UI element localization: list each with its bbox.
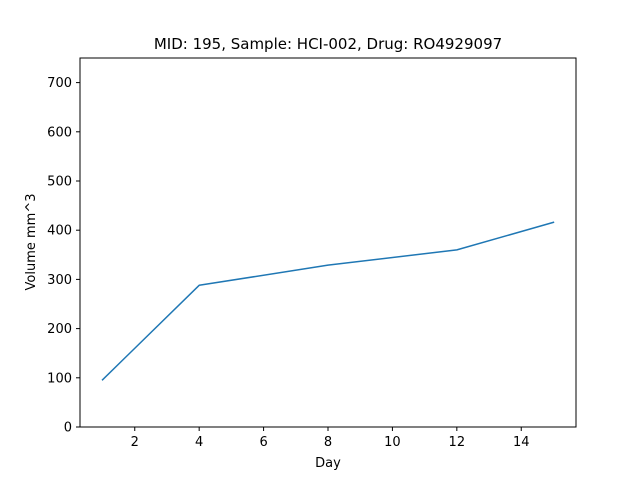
x-tick-label: 12 — [449, 435, 466, 450]
series-layer — [101, 221, 555, 381]
y-tick-label: 400 — [47, 224, 72, 239]
x-tick-label: 2 — [131, 435, 139, 450]
x-tick-label: 14 — [513, 435, 530, 450]
y-tick-label: 100 — [47, 371, 72, 386]
x-tick-label: 4 — [195, 435, 203, 450]
chart-title: MID: 195, Sample: HCI-002, Drug: RO49290… — [154, 35, 502, 53]
y-tick-label: 200 — [47, 322, 72, 337]
y-axis: 0 100 200 300 400 500 600 700 — [47, 76, 80, 436]
y-axis-label: Volume mm^3 — [24, 194, 39, 291]
x-tick-label: 10 — [384, 435, 401, 450]
x-tick-label: 8 — [324, 435, 332, 450]
x-tick-label: 6 — [259, 435, 267, 450]
y-tick-label: 500 — [47, 175, 72, 190]
x-axis-label: Day — [315, 456, 341, 471]
x-axis: 2 4 6 8 10 12 14 — [131, 427, 530, 450]
y-tick-label: 600 — [47, 125, 72, 140]
y-tick-label: 700 — [47, 76, 72, 91]
y-tick-label: 0 — [64, 421, 72, 436]
y-tick-label: 300 — [47, 273, 72, 288]
